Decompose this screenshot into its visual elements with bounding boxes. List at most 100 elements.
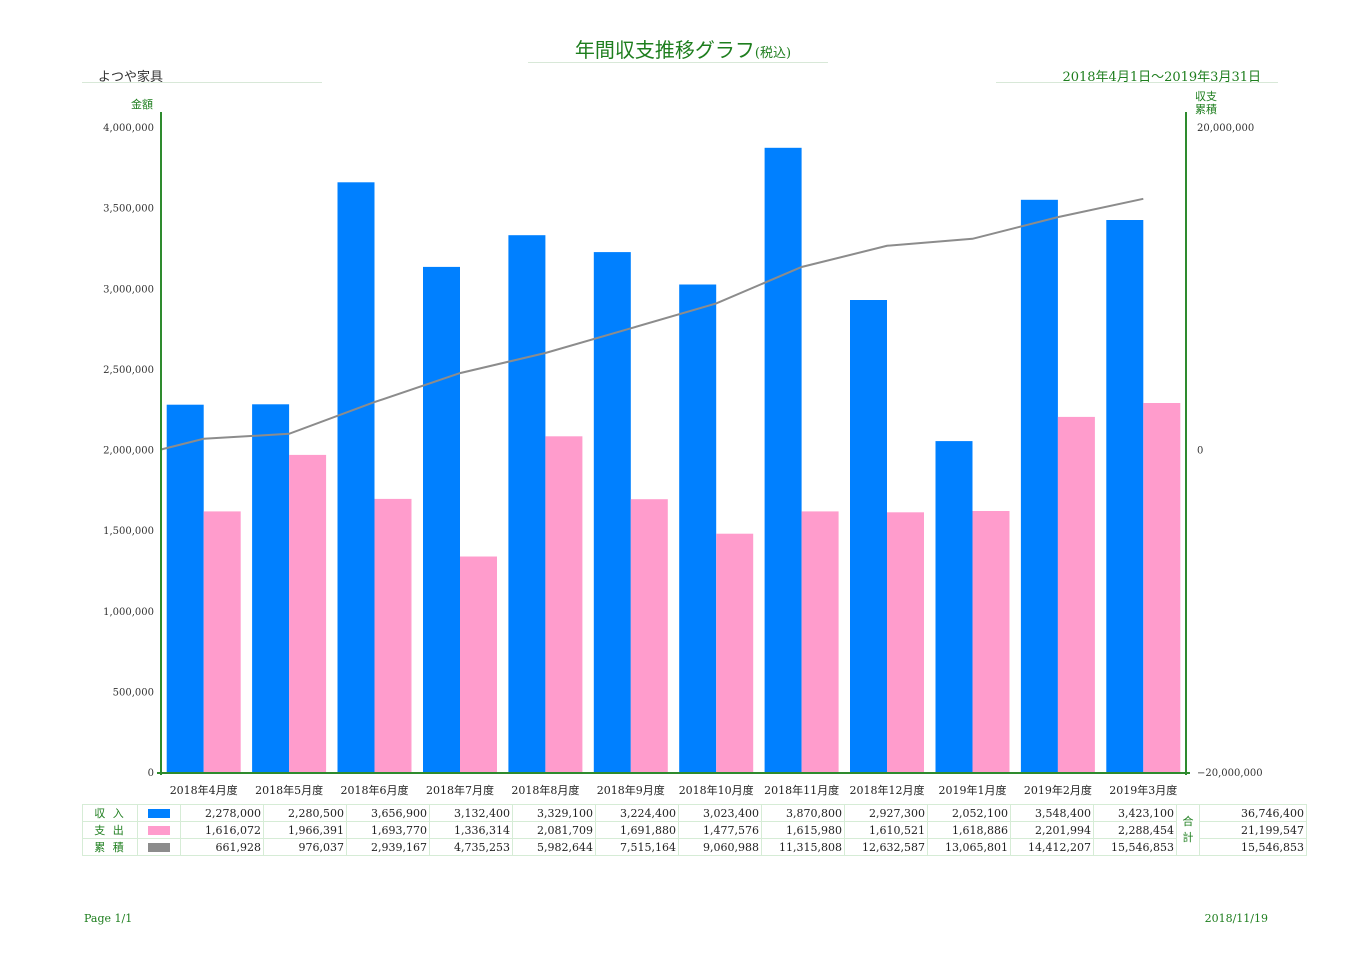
total-label-char: 合	[1182, 815, 1194, 828]
income-bar	[337, 182, 375, 773]
table-cell: 13,065,801	[927, 838, 1011, 856]
period-underline	[996, 82, 1278, 83]
table-cell: 1,477,576	[678, 821, 762, 839]
y2-tick-label: 0	[1197, 446, 1203, 457]
expense-bar	[545, 436, 583, 772]
expense-bar	[972, 511, 1010, 772]
table-cell: 7,515,164	[595, 838, 679, 856]
x-category-label: 2018年5月度	[255, 783, 323, 797]
y-tick-label: 2,000,000	[103, 446, 154, 457]
print-date: 2018/11/19	[1204, 912, 1268, 925]
table-cell: 11,315,808	[761, 838, 845, 856]
table-cell: 1,615,980	[761, 821, 845, 839]
table-cell: 1,691,880	[595, 821, 679, 839]
company-underline	[82, 82, 322, 83]
table-cell: 1,616,072	[180, 821, 264, 839]
expense-bar	[374, 498, 412, 772]
y-tick-label: 2,500,000	[103, 365, 154, 376]
table-cell: 3,329,100	[512, 804, 596, 822]
table-cell: 2,939,167	[346, 838, 430, 856]
x-category-label: 2018年7月度	[426, 783, 494, 797]
table-cell: 15,546,853	[1093, 838, 1177, 856]
x-category-label: 2018年9月度	[597, 783, 665, 797]
expense-bar	[1143, 403, 1181, 772]
table-cell: 976,037	[263, 838, 347, 856]
total-label: 合計	[1176, 804, 1200, 856]
x-category-label: 2019年1月度	[939, 783, 1007, 797]
expense-bar	[801, 511, 839, 772]
table-cell: 661,928	[180, 838, 264, 856]
table-cell: 3,224,400	[595, 804, 679, 822]
income-bar	[764, 147, 802, 773]
y-tick-label: 0	[148, 768, 154, 779]
income-bar	[593, 252, 631, 773]
table-cell: 14,412,207	[1010, 838, 1094, 856]
table-cell: 3,548,400	[1010, 804, 1094, 822]
table-cell: 3,023,400	[678, 804, 762, 822]
page-number: Page 1/1	[84, 912, 133, 925]
table-cell: 3,870,800	[761, 804, 845, 822]
x-category-label: 2019年2月度	[1024, 783, 1092, 797]
income-bar	[252, 404, 290, 772]
table-cell: 3,656,900	[346, 804, 430, 822]
legend-swatch	[148, 843, 170, 852]
y-tick-label: 3,000,000	[103, 284, 154, 295]
company-name: よつや家具	[98, 70, 164, 85]
table-cell: 3,132,400	[429, 804, 513, 822]
table-cell: 9,060,988	[678, 838, 762, 856]
row-label: 支 出	[82, 821, 138, 839]
cumulative-line	[160, 197, 1144, 451]
x-category-label: 2018年12月度	[850, 783, 925, 797]
total-label-char: 計	[1182, 831, 1194, 844]
y2-axis-title: 収支	[1195, 90, 1217, 103]
income-bar	[1106, 220, 1144, 772]
legend-swatch-cell	[137, 821, 181, 839]
x-category-label: 2019年3月度	[1109, 783, 1177, 797]
legend-swatch	[148, 826, 170, 835]
x-category-label: 2018年6月度	[341, 783, 409, 797]
x-category-label: 2018年11月度	[764, 783, 839, 797]
y2-tick-label: 20,000,000	[1197, 123, 1254, 134]
expense-bar	[460, 556, 497, 772]
title-underline	[528, 62, 828, 63]
y2-tick-label: −20,000,000	[1197, 768, 1263, 779]
y-tick-label: 1,000,000	[103, 607, 154, 618]
report-period: 2018年4月1日～2019年3月31日	[1062, 70, 1261, 85]
income-bar	[508, 235, 546, 772]
table-row: 収 入 2,278,000 2,280,500 3,656,900 3,132,400 3…	[82, 804, 1307, 856]
y2-axis-title: 累積	[1195, 102, 1217, 116]
income-bar	[679, 284, 717, 772]
chart-title: 年間収支推移グラフ(税込)	[0, 34, 1366, 63]
legend-swatch-cell	[137, 838, 181, 856]
expense-bar	[630, 499, 668, 772]
table-cell: 1,336,314	[429, 821, 513, 839]
table-cell: 2,288,454	[1093, 821, 1177, 839]
table-cell: 1,618,886	[927, 821, 1011, 839]
x-category-label: 2018年10月度	[679, 783, 754, 797]
table-cell: 3,423,100	[1093, 804, 1177, 822]
income-bar	[166, 404, 204, 772]
table-cell: 5,982,644	[512, 838, 596, 856]
data-table: 収 入 2,278,000 2,280,500 3,656,900 3,132,400 3…	[82, 804, 1307, 856]
row-label: 累 積	[82, 838, 138, 856]
x-category-label: 2018年4月度	[170, 783, 238, 797]
table-cell: 2,201,994	[1010, 821, 1094, 839]
y-tick-label: 3,500,000	[103, 204, 154, 215]
total-cell: 21,199,547	[1199, 821, 1307, 839]
table-cell: 2,052,100	[927, 804, 1011, 822]
title-sub: (税込)	[754, 46, 792, 61]
legend-swatch	[148, 809, 170, 818]
row-label: 収 入	[82, 804, 138, 822]
y-tick-label: 1,500,000	[103, 526, 154, 537]
income-bar	[935, 441, 973, 772]
table-cell: 1,966,391	[263, 821, 347, 839]
expense-bar	[887, 512, 924, 772]
y-tick-label: 500,000	[113, 687, 154, 698]
table-row: 支 出 1,616,072 1,966,391 1,693,770 1,336,314 2…	[82, 821, 1307, 839]
table-cell: 2,927,300	[844, 804, 928, 822]
x-category-label: 2018年8月度	[511, 783, 579, 797]
table-row: 累 積 661,928 976,037 2,939,167 4,735,253 5,982…	[82, 838, 1307, 856]
income-bar	[850, 300, 887, 772]
table-cell: 2,280,500	[263, 804, 347, 822]
